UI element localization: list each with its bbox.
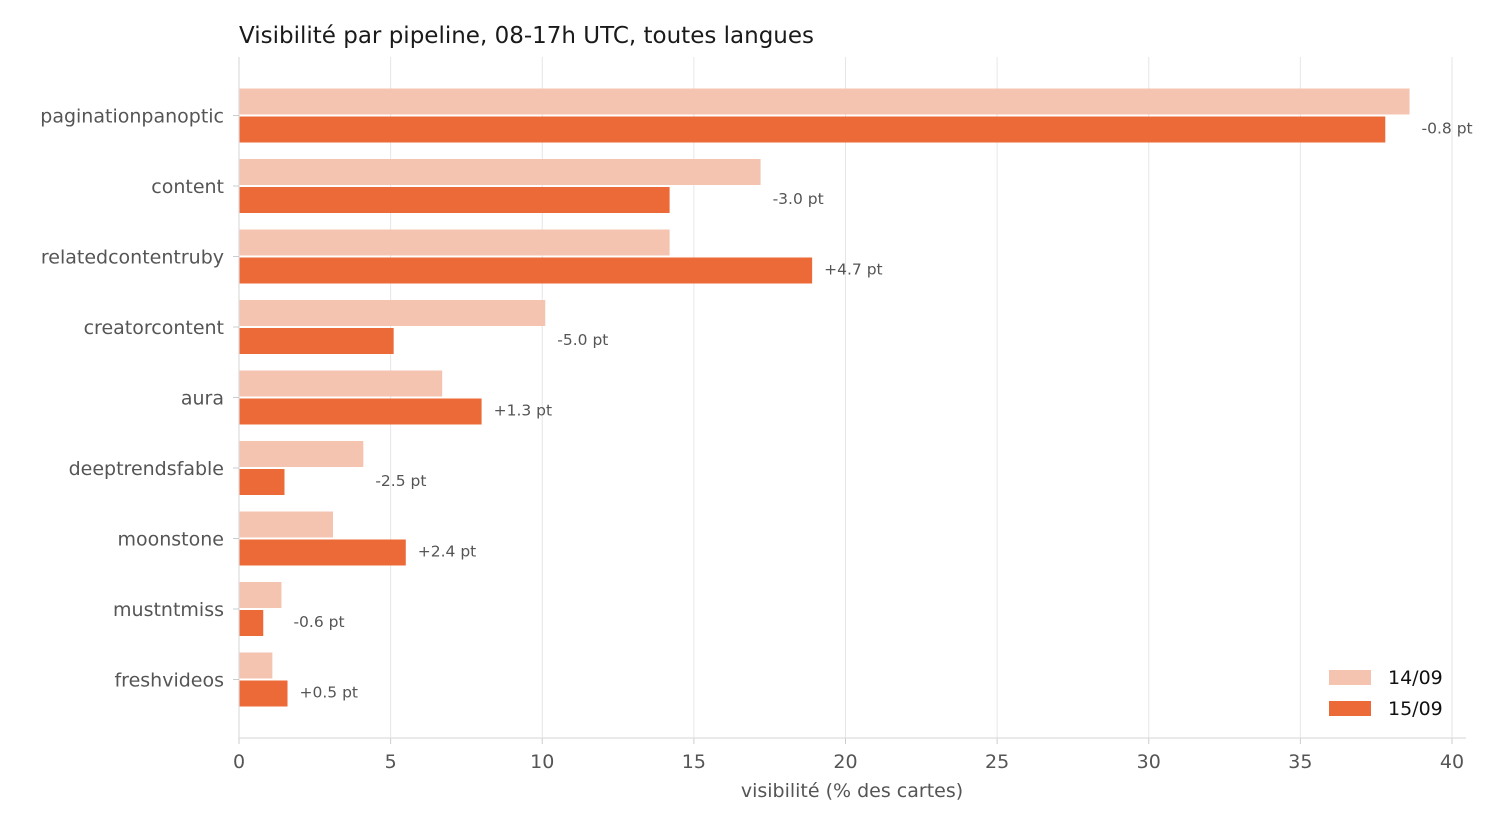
bar-series-1 xyxy=(239,511,334,538)
delta-label: -0.8 pt xyxy=(1422,120,1473,138)
bar-series-2 xyxy=(239,328,394,354)
bar-series-2 xyxy=(239,610,264,636)
x-tick-label: 10 xyxy=(530,751,554,773)
bar-series-2 xyxy=(239,398,482,425)
bar-series-2 xyxy=(239,257,813,284)
delta-label: -3.0 pt xyxy=(773,190,824,208)
x-tick-label: 5 xyxy=(385,751,397,773)
axes: 0 5 10 15 20 25 30 35 40 paginationpanoptic conten… xyxy=(40,57,1466,773)
x-tick-label: 15 xyxy=(682,751,706,773)
delta-label: -5.0 pt xyxy=(557,331,608,349)
delta-label: +0.5 pt xyxy=(300,684,358,702)
x-tick-label: 0 xyxy=(233,751,245,773)
legend-swatch xyxy=(1329,701,1371,716)
bar-series-2 xyxy=(239,539,406,566)
x-tick-label: 30 xyxy=(1137,751,1161,773)
bar-series-2 xyxy=(239,680,288,707)
category-label: moonstone xyxy=(117,529,224,551)
category-label: creatorcontent xyxy=(84,317,224,339)
bar-series-1 xyxy=(239,159,761,185)
bar-series-2 xyxy=(239,116,1386,143)
x-tick-label: 25 xyxy=(985,751,1009,773)
bar-series-1 xyxy=(239,370,443,397)
bars: -0.8 pt -3.0 pt +4.7 pt -5.0 pt +1.3 pt -2.5 … xyxy=(239,88,1473,707)
category-label: deeptrendsfable xyxy=(69,458,224,480)
x-tick-label: 40 xyxy=(1440,751,1464,773)
bar-series-1 xyxy=(239,652,273,679)
bar-series-1 xyxy=(239,300,546,326)
category-label: relatedcontentruby xyxy=(41,247,224,269)
bar-series-1 xyxy=(239,582,282,608)
bar-series-2 xyxy=(239,469,285,495)
legend-swatch xyxy=(1329,670,1371,685)
legend-label: 15/09 xyxy=(1388,698,1443,720)
delta-label: -0.6 pt xyxy=(293,613,344,631)
category-label: content xyxy=(151,176,224,198)
legend: 14/09 15/09 xyxy=(1329,667,1443,720)
delta-label: +4.7 pt xyxy=(824,261,882,279)
delta-label: +1.3 pt xyxy=(494,402,552,420)
legend-label: 14/09 xyxy=(1388,667,1443,689)
bar-series-1 xyxy=(239,441,364,467)
x-tick-label: 35 xyxy=(1288,751,1312,773)
delta-label: +2.4 pt xyxy=(418,543,476,561)
delta-label: -2.5 pt xyxy=(375,472,426,490)
chart-title: Visibilité par pipeline, 08-17h UTC, tou… xyxy=(239,23,814,49)
bar-series-1 xyxy=(239,88,1410,115)
x-tick-label: 20 xyxy=(833,751,857,773)
category-label: aura xyxy=(181,388,224,410)
x-axis-label: visibilité (% des cartes) xyxy=(741,780,963,802)
category-label: freshvideos xyxy=(114,670,224,692)
bar-series-1 xyxy=(239,229,670,256)
category-label: paginationpanoptic xyxy=(40,106,224,128)
category-label: mustntmiss xyxy=(113,599,224,621)
bar-series-2 xyxy=(239,187,670,213)
